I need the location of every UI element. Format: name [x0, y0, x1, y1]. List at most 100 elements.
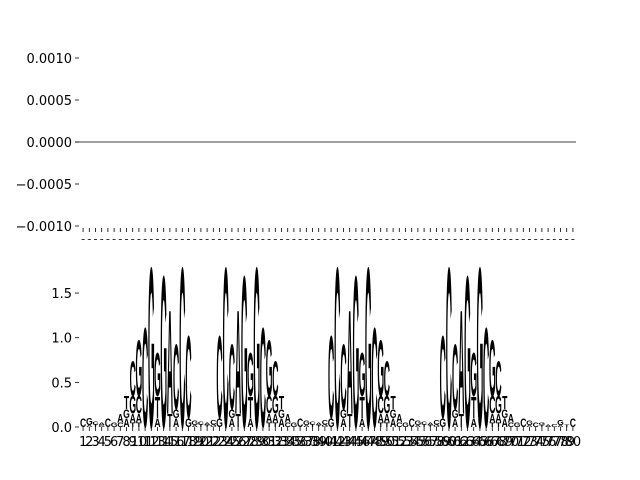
- logo-letter: A: [489, 412, 495, 426]
- x-tick-label: 12: [143, 435, 160, 450]
- logo-letter: C: [483, 300, 489, 458]
- logo-letter: G: [111, 421, 118, 428]
- logo-letter: G: [136, 324, 143, 414]
- x-tick-label: 77: [546, 435, 563, 450]
- logo-letter: T: [378, 421, 384, 428]
- logo-letter: A: [545, 424, 551, 428]
- logo-letter: G: [557, 419, 564, 427]
- x-tick-label: 52: [391, 435, 408, 450]
- logo-letter: T: [496, 421, 502, 428]
- logo-letter: C: [117, 421, 124, 428]
- logo-letter: A: [99, 422, 105, 426]
- logo-letter: G: [272, 391, 279, 419]
- logo-letter: C: [198, 421, 204, 426]
- x-tick-label: 5: [104, 435, 112, 450]
- logo-letter: C: [173, 325, 179, 429]
- x-tick-label: 63: [459, 435, 476, 450]
- x-tick-label: 48: [366, 435, 383, 450]
- x-tick-label: 29: [248, 435, 265, 450]
- logo-letter: A: [229, 417, 235, 431]
- logo-letter: G: [470, 341, 477, 410]
- logo-letter: A: [396, 412, 402, 426]
- logo-letter: G: [489, 324, 496, 414]
- logo-letter: G: [514, 421, 521, 428]
- logo-letter: A: [557, 425, 564, 428]
- x-tick-label: 60: [441, 435, 458, 450]
- logo-letter: T: [279, 394, 284, 415]
- logo-letter: G: [365, 221, 372, 477]
- x-tick-label: 6: [110, 435, 118, 450]
- logo-letter: C: [328, 311, 334, 444]
- logo-letter: G: [384, 391, 391, 419]
- x-tick-label: 67: [484, 435, 501, 450]
- logo-letter: A: [340, 417, 346, 431]
- logo-letter: G: [191, 419, 198, 426]
- x-tick-label: 50: [379, 435, 396, 450]
- logo-letter: G: [340, 408, 347, 422]
- logo-letter: G: [216, 417, 223, 431]
- logo-letter: C: [260, 300, 266, 458]
- x-tick-label: 9: [129, 435, 137, 450]
- x-tick-label: 66: [478, 435, 495, 450]
- logo-letter: T: [459, 412, 464, 433]
- y-tick-label: 1.5: [51, 287, 72, 302]
- logo-letter: C: [309, 421, 315, 426]
- x-tick-label: 47: [360, 435, 377, 450]
- logo-letter: G: [86, 417, 93, 428]
- logo-letter: T: [155, 389, 160, 424]
- x-tick-label: 10: [131, 435, 148, 450]
- logo-letter: A: [303, 425, 310, 428]
- x-tick-label: 37: [298, 435, 315, 450]
- logo-letter: C: [179, 221, 185, 477]
- logo-letter: G: [148, 221, 155, 477]
- logo-letter: G: [173, 408, 180, 422]
- x-tick-label: 49: [372, 435, 389, 450]
- x-tick-label: 36: [292, 435, 309, 450]
- x-tick-label: 38: [304, 435, 321, 450]
- x-tick-label: 75: [534, 435, 551, 450]
- logo-letter: A: [117, 412, 123, 426]
- x-tick-label: 71: [509, 435, 526, 450]
- x-tick-label: 21: [199, 435, 216, 450]
- logo-letter: A: [86, 425, 93, 428]
- logo-letter: C: [371, 300, 377, 458]
- x-tick-label: 28: [242, 435, 259, 450]
- x-tick-label: 58: [428, 435, 445, 450]
- x-tick-label: 62: [453, 435, 470, 450]
- logo-letter: G: [154, 341, 161, 410]
- x-tick-label: 69: [496, 435, 513, 450]
- logo-letter: C: [272, 351, 278, 407]
- logo-letter: A: [204, 422, 210, 426]
- logo-letter: C: [508, 421, 515, 428]
- logo-letter: G: [402, 421, 409, 428]
- x-tick-label: 65: [472, 435, 489, 450]
- logo-letter: C: [142, 300, 148, 458]
- logo-letter: T: [390, 394, 395, 415]
- logo-letter: A: [427, 422, 433, 426]
- x-tick-label: 24: [217, 435, 234, 450]
- logo-letter: T: [93, 424, 98, 428]
- x-tick-label: 74: [527, 435, 544, 450]
- logo-letter: G: [390, 408, 397, 422]
- x-tick-label: 41: [323, 435, 340, 450]
- logo-letter: T: [384, 421, 390, 428]
- logo-letter: A: [130, 412, 136, 426]
- x-tick-label: 15: [162, 435, 179, 450]
- logo-letter: A: [471, 417, 477, 431]
- logo-letter: A: [390, 417, 396, 431]
- logo-letter: C: [285, 421, 292, 428]
- logo-letter: A: [316, 422, 322, 426]
- x-tick-label: 43: [335, 435, 352, 450]
- logo-letter: C: [452, 325, 458, 429]
- logo-letter: C: [216, 311, 222, 444]
- x-tick-label: 16: [168, 435, 185, 450]
- logo-letter: C: [378, 391, 384, 419]
- logo-letter: C: [266, 391, 272, 419]
- y-tick-label: 0.0000: [27, 136, 73, 151]
- logo-letter: G: [291, 421, 298, 428]
- x-tick-label: 32: [267, 435, 284, 450]
- logo-letter: G: [415, 419, 422, 426]
- logo-letter: T: [273, 421, 279, 428]
- logo-letter: A: [192, 425, 199, 428]
- x-tick-label: 68: [490, 435, 507, 450]
